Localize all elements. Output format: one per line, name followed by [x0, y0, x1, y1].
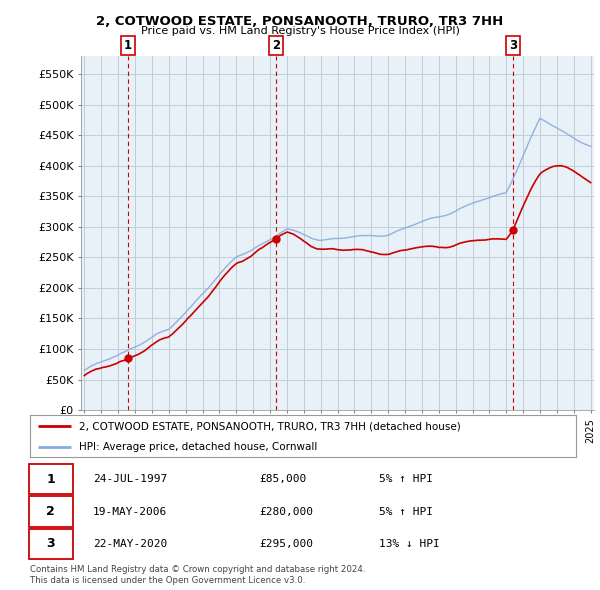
Text: 2: 2	[272, 39, 280, 52]
Text: 5% ↑ HPI: 5% ↑ HPI	[379, 507, 433, 516]
FancyBboxPatch shape	[29, 529, 73, 559]
Text: 5% ↑ HPI: 5% ↑ HPI	[379, 474, 433, 484]
Text: £295,000: £295,000	[259, 539, 313, 549]
Text: £85,000: £85,000	[259, 474, 307, 484]
FancyBboxPatch shape	[29, 464, 73, 494]
Text: Contains HM Land Registry data © Crown copyright and database right 2024.
This d: Contains HM Land Registry data © Crown c…	[30, 565, 365, 585]
Text: 2: 2	[46, 505, 55, 518]
Text: 13% ↓ HPI: 13% ↓ HPI	[379, 539, 440, 549]
Text: 1: 1	[46, 473, 55, 486]
Text: 2, COTWOOD ESTATE, PONSANOOTH, TRURO, TR3 7HH (detached house): 2, COTWOOD ESTATE, PONSANOOTH, TRURO, TR…	[79, 421, 461, 431]
Text: Price paid vs. HM Land Registry's House Price Index (HPI): Price paid vs. HM Land Registry's House …	[140, 26, 460, 36]
Text: 19-MAY-2006: 19-MAY-2006	[93, 507, 167, 516]
Text: 1: 1	[124, 39, 131, 52]
FancyBboxPatch shape	[29, 496, 73, 526]
Text: £280,000: £280,000	[259, 507, 313, 516]
Text: HPI: Average price, detached house, Cornwall: HPI: Average price, detached house, Corn…	[79, 442, 317, 453]
Text: 3: 3	[46, 537, 55, 550]
Text: 24-JUL-1997: 24-JUL-1997	[93, 474, 167, 484]
Text: 22-MAY-2020: 22-MAY-2020	[93, 539, 167, 549]
Text: 2, COTWOOD ESTATE, PONSANOOTH, TRURO, TR3 7HH: 2, COTWOOD ESTATE, PONSANOOTH, TRURO, TR…	[97, 15, 503, 28]
Text: 3: 3	[509, 39, 517, 52]
